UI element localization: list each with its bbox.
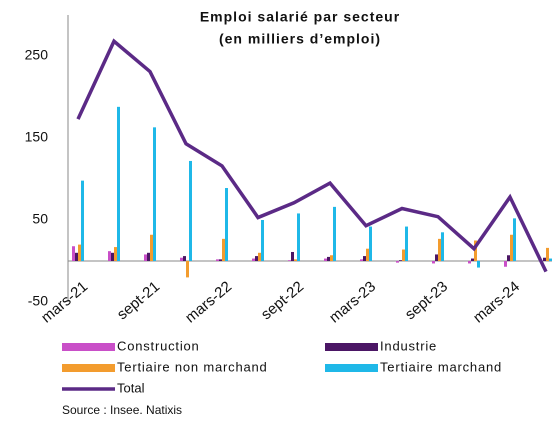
y-tick-label: 250 xyxy=(25,47,49,63)
bar xyxy=(549,258,552,261)
bar xyxy=(366,248,369,261)
bar xyxy=(513,218,516,261)
bar xyxy=(219,259,222,261)
legend-label: Tertiaire non marchand xyxy=(117,359,268,374)
bar xyxy=(150,234,153,261)
bar xyxy=(108,251,111,261)
legend-swatch xyxy=(62,364,115,372)
bar xyxy=(399,260,402,261)
bar xyxy=(297,213,300,261)
legend-swatch xyxy=(62,343,115,351)
bar xyxy=(504,261,507,267)
x-tick-label: sept-22 xyxy=(258,278,307,323)
bar xyxy=(402,249,405,261)
bar xyxy=(111,252,114,261)
bar xyxy=(543,257,546,261)
legend-label: Tertiaire marchand xyxy=(380,359,502,374)
bar xyxy=(147,252,150,261)
bar xyxy=(405,226,408,261)
bar xyxy=(255,256,258,261)
y-tick-label: -50 xyxy=(28,293,48,309)
bar xyxy=(72,246,75,261)
bar xyxy=(153,127,156,261)
chart-subtitle: (en milliers d’emploi) xyxy=(219,31,381,47)
legend-label: Total xyxy=(117,380,145,395)
x-tick-label: sept-23 xyxy=(402,278,451,323)
bar xyxy=(438,238,441,261)
bar xyxy=(222,238,225,261)
total-line xyxy=(76,38,548,273)
y-tick-label: 150 xyxy=(25,129,49,145)
bar xyxy=(441,232,444,261)
bar xyxy=(117,106,120,261)
source: Source : Insee. Natixis xyxy=(62,403,182,417)
bar xyxy=(363,256,366,261)
bar xyxy=(180,257,183,261)
bar xyxy=(288,260,291,261)
y-tick-label: 50 xyxy=(32,211,48,227)
bar xyxy=(330,255,333,261)
bar xyxy=(369,226,372,261)
x-tick-label: mars-24 xyxy=(470,278,523,326)
bar xyxy=(360,259,363,261)
bar xyxy=(474,240,477,261)
bar xyxy=(261,220,264,261)
bar xyxy=(186,261,189,278)
bar xyxy=(75,252,78,261)
bar xyxy=(291,251,294,261)
bar xyxy=(81,180,84,261)
bar xyxy=(225,188,228,261)
bar xyxy=(294,259,297,261)
bar xyxy=(507,255,510,261)
legend-swatch xyxy=(325,343,378,351)
x-tick-label: sept-21 xyxy=(114,278,163,323)
bar xyxy=(78,244,81,261)
bar xyxy=(252,258,255,261)
bar xyxy=(327,256,330,261)
bar xyxy=(144,254,147,261)
bar xyxy=(189,160,192,261)
bar xyxy=(471,258,474,261)
bar xyxy=(324,258,327,261)
x-tick-label: mars-23 xyxy=(326,278,379,326)
legend-label: Construction xyxy=(117,338,200,353)
bar xyxy=(216,259,219,261)
bar xyxy=(183,256,186,261)
legend-swatch xyxy=(325,364,378,372)
x-tick-label: mars-22 xyxy=(182,278,235,326)
bar xyxy=(333,206,336,261)
bar xyxy=(258,252,261,261)
bar xyxy=(510,234,513,261)
bar xyxy=(396,261,399,263)
bar xyxy=(432,261,435,264)
bar xyxy=(114,247,117,261)
bar xyxy=(546,247,549,261)
legend-label: Industrie xyxy=(380,338,437,353)
bar xyxy=(468,261,471,264)
bar xyxy=(477,261,480,268)
bar xyxy=(435,254,438,261)
chart-title: Emploi salarié par secteur xyxy=(200,9,400,25)
